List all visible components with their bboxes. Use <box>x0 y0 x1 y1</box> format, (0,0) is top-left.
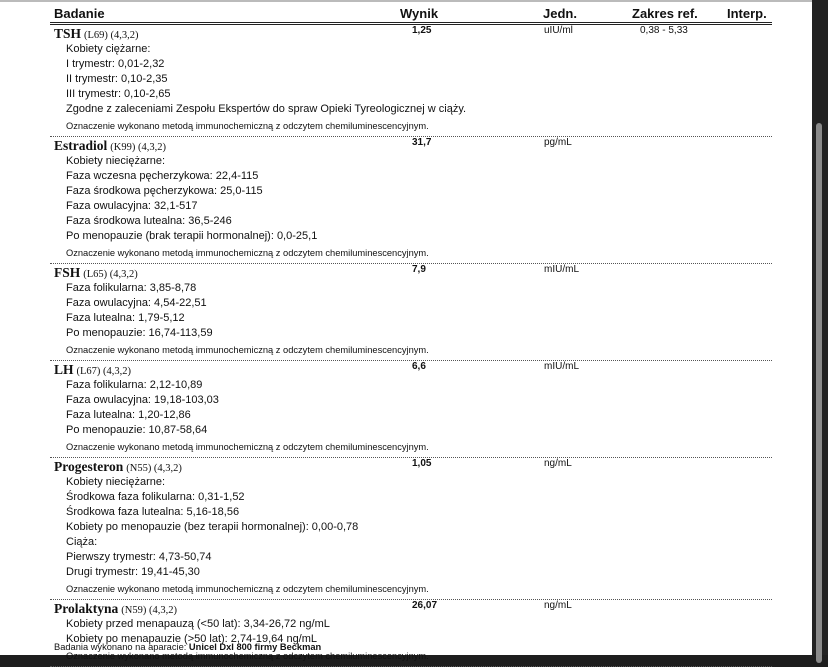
reference-note: Ciąża: <box>66 536 98 548</box>
test-result: 31,7 <box>412 137 432 148</box>
header-unit: Jedn. <box>543 6 577 21</box>
reference-note: Po menopauzie: 16,74-113,59 <box>66 327 213 339</box>
reference-note: I trymestr: 0,01-2,32 <box>66 58 165 70</box>
test-name-text: Estradiol <box>54 138 108 153</box>
test-result: 7,9 <box>412 264 426 275</box>
reference-note: Środkowa faza lutealna: 5,16-18,56 <box>66 506 240 518</box>
method-note: Oznaczenie wykonano metodą immunochemicz… <box>66 248 429 258</box>
test-unit: mIU/mL <box>544 264 579 275</box>
reference-note: Faza wczesna pęcherzykowa: 22,4-115 <box>66 170 259 182</box>
test-unit: ng/mL <box>544 600 572 611</box>
test-code: (K99) (4,3,2) <box>110 142 166 153</box>
test-name: TSH (L69) (4,3,2) <box>54 25 139 44</box>
test-range: 0,38 - 5,33 <box>640 25 688 36</box>
scrollbar-thumb[interactable] <box>816 123 822 663</box>
test-result: 1,25 <box>412 25 432 36</box>
test-unit: uIU/ml <box>544 25 573 36</box>
test-name-text: FSH <box>54 265 81 280</box>
header-range: Zakres ref. <box>632 6 698 21</box>
test-row: TSH (L69) (4,3,2) 1,25 uIU/ml 0,38 - 5,33 <box>50 25 772 42</box>
scrollbar[interactable] <box>812 0 828 663</box>
reference-note: Kobiety nieciężarne: <box>66 476 166 488</box>
reference-note: Faza owulacyjna: 4,54-22,51 <box>66 297 207 309</box>
test-row: Prolaktyna (N59) (4,3,2) 26,07 ng/mL <box>50 600 772 617</box>
footer-device: Unicel DxI 800 firmy Beckman <box>188 642 322 652</box>
test-name: Estradiol (K99) (4,3,2) <box>54 137 166 156</box>
reference-note: Kobiety po menapauzie (>50 lat): 2,74-19… <box>66 633 318 645</box>
test-result: 6,6 <box>412 361 426 372</box>
test-section: FSH (L65) (4,3,2) 7,9 mIU/mL Faza folikularn… <box>50 264 772 361</box>
reference-note: Faza owulacyjna: 32,1-517 <box>66 200 198 212</box>
test-row: FSH (L65) (4,3,2) 7,9 mIU/mL <box>50 264 772 281</box>
reference-note: Po menopauzie (brak terapii hormonalnej)… <box>66 230 318 242</box>
reference-note: Kobiety przed menapauzą (<50 lat): 3,34-… <box>66 618 330 630</box>
reference-note: II trymestr: 0,10-2,35 <box>66 73 168 85</box>
test-name-text: TSH <box>54 26 82 41</box>
test-name: LH (L67) (4,3,2) <box>54 361 131 380</box>
reference-note: Faza lutealna: 1,20-12,86 <box>66 409 191 421</box>
reference-note: Kobiety ciężarne: <box>66 43 151 55</box>
reference-note: Kobiety po menopauzie (bez terapii hormo… <box>66 521 359 533</box>
reference-note: Drugi trymestr: 19,41-45,30 <box>66 566 200 578</box>
reference-note: Faza owulacyjna: 19,18-103,03 <box>66 394 219 406</box>
reference-note: Faza folikularna: 2,12-10,89 <box>66 379 203 391</box>
method-note: Oznaczenie wykonano metodą immunochemicz… <box>66 442 429 452</box>
test-name: Progesteron (N55) (4,3,2) <box>54 458 182 477</box>
reference-note: Po menopauzie: 10,87-58,64 <box>66 424 208 436</box>
footer-note: Badania wykonano na aparacie: Unicel DxI… <box>54 642 321 652</box>
reference-note: Faza środkowa pęcherzykowa: 25,0-115 <box>66 185 263 197</box>
test-section: Estradiol (K99) (4,3,2) 31,7 pg/mL Kobiety n… <box>50 137 772 264</box>
test-row: LH (L67) (4,3,2) 6,6 mIU/mL <box>50 361 772 378</box>
test-row: Progesteron (N55) (4,3,2) 1,05 ng/mL <box>50 458 772 475</box>
test-result: 26,07 <box>412 600 438 611</box>
test-section: LH (L67) (4,3,2) 6,6 mIU/mL Faza folikularna… <box>50 361 772 458</box>
test-name-text: Progesteron <box>54 459 124 474</box>
header-test: Badanie <box>54 6 105 21</box>
table-header: Badanie Wynik Jedn. Zakres ref. Interp. <box>50 5 772 25</box>
test-result: 1,05 <box>412 458 432 469</box>
test-unit: mIU/mL <box>544 361 579 372</box>
reference-note: Faza środkowa lutealna: 36,5-246 <box>66 215 232 227</box>
test-unit: ng/mL <box>544 458 572 469</box>
reference-note: Kobiety nieciężarne: <box>66 155 166 167</box>
test-section: Prolaktyna (N59) (4,3,2) 26,07 ng/mL Kobiety… <box>50 600 772 667</box>
test-code: (L65) (4,3,2) <box>83 269 138 280</box>
test-code: (L69) (4,3,2) <box>84 30 139 41</box>
reference-note: Faza folikularna: 3,85-8,78 <box>66 282 197 294</box>
test-code: (N55) (4,3,2) <box>126 463 182 474</box>
reference-note: Pierwszy trymestr: 4,73-50,74 <box>66 551 212 563</box>
reference-note: Środkowa faza folikularna: 0,31-1,52 <box>66 491 245 503</box>
results-table: Badanie Wynik Jedn. Zakres ref. Interp. … <box>50 5 772 667</box>
test-section: Progesteron (N55) (4,3,2) 1,05 ng/mL Kobiety… <box>50 458 772 600</box>
test-name-text: LH <box>54 362 74 377</box>
reference-note: Faza lutealna: 1,79-5,12 <box>66 312 185 324</box>
method-note: Oznaczenie wykonano metodą immunochemicz… <box>66 121 429 131</box>
test-name-text: Prolaktyna <box>54 601 119 616</box>
test-row: Estradiol (K99) (4,3,2) 31,7 pg/mL <box>50 137 772 154</box>
header-result: Wynik <box>400 6 439 21</box>
header-interp: Interp. <box>727 6 767 21</box>
footer-label: Badania wykonano na aparacie: <box>54 642 187 652</box>
reference-note: Zgodne z zaleceniami Zespołu Ekspertów d… <box>66 103 467 115</box>
method-note: Oznaczenie wykonano metodą immunochemicz… <box>66 345 429 355</box>
test-name: Prolaktyna (N59) (4,3,2) <box>54 600 177 619</box>
test-code: (N59) (4,3,2) <box>121 605 177 616</box>
method-note: Oznaczenie wykonano metodą immunochemicz… <box>66 584 429 594</box>
test-code: (L67) (4,3,2) <box>76 366 132 377</box>
test-section: TSH (L69) (4,3,2) 1,25 uIU/ml 0,38 - 5,33 Kob… <box>50 25 772 137</box>
reference-note: III trymestr: 0,10-2,65 <box>66 88 171 100</box>
test-unit: pg/mL <box>544 137 572 148</box>
test-name: FSH (L65) (4,3,2) <box>54 264 138 283</box>
